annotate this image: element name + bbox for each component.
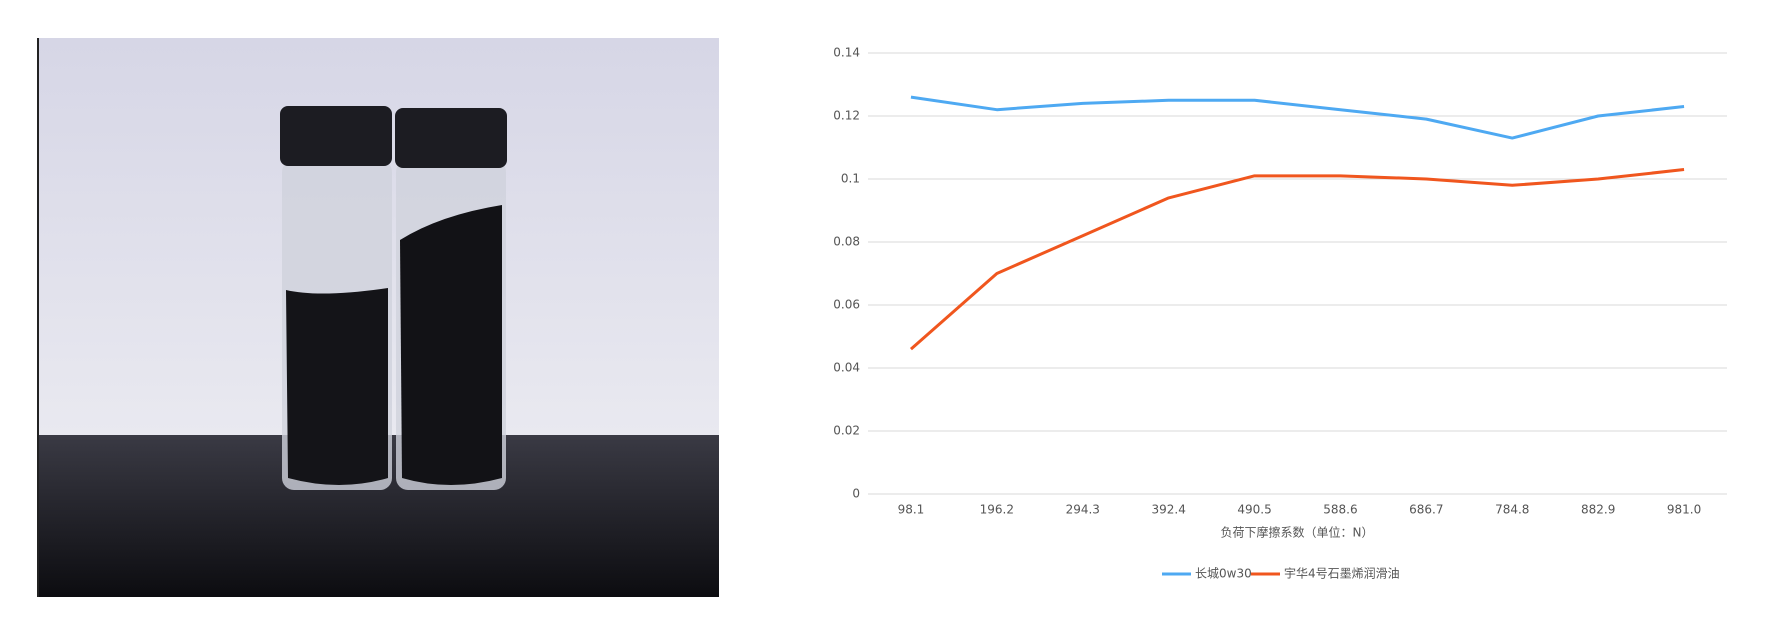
x-tick-label: 490.5	[1237, 503, 1271, 517]
x-tick-label: 588.6	[1323, 503, 1357, 517]
y-tick-label: 0.08	[833, 235, 860, 249]
y-tick-label: 0.14	[833, 46, 860, 60]
y-tick-label: 0.12	[833, 109, 860, 123]
legend-label: 长城0w30	[1195, 567, 1252, 581]
x-tick-label: 98.1	[898, 503, 925, 517]
y-tick-label: 0.02	[833, 424, 860, 438]
x-tick-label: 294.3	[1066, 503, 1100, 517]
chart: 负荷下摩擦系数（单位：N） 0 0.02 0.04 0.06 0.08 0.1 0.12 0.…	[833, 46, 1727, 581]
legend-label: 宇华4号石墨烯润滑油	[1284, 567, 1400, 581]
x-tick-label: 784.8	[1495, 503, 1529, 517]
x-tick-label: 882.9	[1581, 503, 1615, 517]
x-tick-label: 981.0	[1667, 503, 1701, 517]
x-tick-label: 686.7	[1409, 503, 1443, 517]
x-axis-title: 负荷下摩擦系数（单位：N）	[1221, 525, 1374, 540]
series-line	[909, 168, 1685, 351]
y-tick-label: 0	[852, 487, 860, 501]
y-tick-label: 0.1	[841, 172, 860, 186]
y-tick-label: 0.04	[833, 361, 860, 375]
y-tick-label: 0.06	[833, 298, 860, 312]
photo	[37, 38, 719, 597]
x-tick-label: 196.2	[980, 503, 1014, 517]
x-tick-label: 392.4	[1151, 503, 1185, 517]
series-line	[910, 95, 1685, 140]
